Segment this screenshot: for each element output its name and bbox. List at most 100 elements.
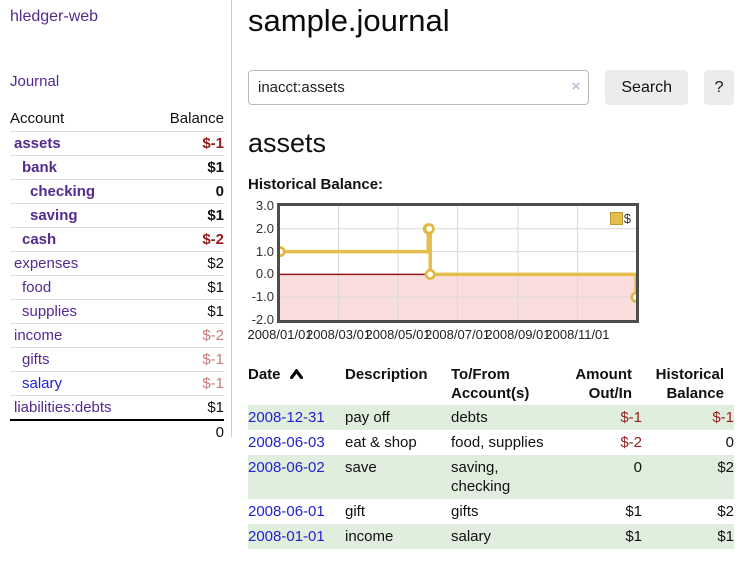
chart-plot-area: $ [277,203,639,323]
transaction-amount: $-1 [620,409,642,426]
page-title: sample.journal [248,3,450,38]
account-row: expenses $2 [10,251,224,276]
transaction-balance: 0 [725,434,734,451]
transaction-balance: $2 [717,503,734,520]
account-row: liabilities:debts $1 [10,395,224,421]
account-link[interactable]: expenses [14,255,79,272]
journal-nav-link[interactable]: Journal [10,73,60,90]
transaction-description: income [345,528,394,545]
register-row: 2008-01-01 income salary $1 $1 [248,524,734,549]
account-link[interactable]: liabilities:debts [14,399,112,416]
transaction-description: pay off [345,409,390,426]
transaction-date-link[interactable]: 2008-06-03 [248,434,325,451]
account-row: assets $-1 [10,131,224,156]
account-row: gifts $-1 [10,347,224,372]
search-input[interactable] [248,70,590,105]
accounts-header-balance: Balance [169,110,224,127]
transaction-date-link[interactable]: 2008-01-01 [248,528,325,545]
account-row: saving $1 [10,203,224,228]
transaction-accounts: food, supplies [451,434,544,451]
account-balance: $2 [207,255,224,272]
transaction-date-link[interactable]: 2008-06-01 [248,503,325,520]
register-row: 2008-06-03 eat & shop food, supplies $-2 0 [248,430,734,455]
account-balance: $1 [207,303,224,320]
account-link[interactable]: bank [22,159,58,176]
register-row: 2008-12-31 pay off debts $-1 $-1 [248,405,734,430]
register-header-row: Date Description To/From Account(s) Amount O… [248,363,734,405]
account-row: bank $1 [10,155,224,180]
accounts-total-row: 0 [10,420,224,444]
account-balance: $1 [207,207,224,224]
account-heading: assets [248,128,327,158]
account-balance: $1 [207,399,224,416]
account-row: salary $-1 [10,371,224,396]
register-column-header: To/From Account(s) [451,366,530,402]
x-axis-tick-label: 2008/07/01 [424,327,491,342]
account-balance: 0 [215,183,224,200]
accounts-header-account: Account [10,110,65,127]
historical-balance-chart: 3.0 2.0 1.0 0.0 -1.0 -2.0 $ 2008/01/01 2008/03… [247,198,734,344]
search-button[interactable]: Search [605,70,689,105]
transaction-accounts: debts [451,409,488,426]
chart-legend: $ [609,211,631,226]
transaction-date-link[interactable]: 2008-06-02 [248,459,325,476]
transaction-description: eat & shop [345,434,417,451]
account-row: food $1 [10,275,224,300]
transaction-amount: $1 [625,528,642,545]
y-axis-tick-label: 0.0 [255,266,274,282]
transaction-accounts: saving, checking [451,459,511,495]
account-balance: $-2 [202,327,224,344]
clear-search-icon[interactable]: × [571,78,581,95]
transaction-balance: $1 [717,528,734,545]
account-link[interactable]: supplies [22,303,78,320]
account-row: cash $-2 [10,227,224,252]
x-axis-tick-label: 2008/03/01 [305,327,372,342]
account-balance: $-1 [202,375,224,392]
y-axis-tick-label: -1.0 [251,289,274,305]
legend-label: $ [623,211,631,226]
register-column-header: Amount Out/In [575,366,632,402]
account-balance: $-2 [202,231,224,248]
account-balance: $-1 [202,135,224,152]
legend-swatch-icon [609,212,623,225]
register-row: 2008-06-02 save saving, checking 0 $2 [248,455,734,499]
register-column-header: Description [345,366,428,383]
register-table: Date Description To/From Account(s) Amount O… [248,363,734,549]
chart-canvas [280,206,636,320]
account-link[interactable]: cash [22,231,57,248]
transaction-amount: $1 [625,503,642,520]
chart-x-axis-labels: 2008/01/01 2008/03/01 2008/05/01 2008/07/01… [247,327,639,344]
transaction-amount: $-2 [620,434,642,451]
account-row: checking 0 [10,179,224,204]
transaction-balance: $2 [717,459,734,476]
accounts-table: Account Balance assets $-1 bank $1 checking 0… [10,107,224,444]
transaction-accounts: salary [451,528,492,545]
account-row: income $-2 [10,323,224,348]
y-axis-tick-label: 1.0 [255,243,274,259]
account-link[interactable]: food [22,279,52,296]
transaction-description: save [345,459,377,476]
main-content: sample.journal × Search ? assets Histori… [247,0,734,549]
transaction-balance: $-1 [712,409,734,426]
register-column-header[interactable]: Date [248,363,345,405]
register-row: 2008-06-01 gift gifts $1 $2 [248,499,734,524]
account-link[interactable]: assets [14,135,61,152]
help-button[interactable]: ? [704,70,734,105]
transaction-description: gift [345,503,366,520]
account-balance: $1 [207,279,224,296]
x-axis-tick-label: 2008/09/01 [485,327,551,342]
y-axis-tick-label: 3.0 [255,198,274,213]
account-link[interactable]: checking [30,183,96,200]
transaction-date-link[interactable]: 2008-12-31 [248,409,325,426]
transaction-accounts: gifts [451,503,479,520]
sort-ascending-icon [289,368,303,380]
account-link[interactable]: saving [30,207,78,224]
transaction-amount: 0 [633,459,642,476]
account-link[interactable]: salary [22,375,63,392]
account-link[interactable]: income [14,327,63,344]
sidebar: hledger-web Journal Account Balance asse… [0,0,232,441]
app-title-link[interactable]: hledger-web [10,8,99,25]
account-link[interactable]: gifts [22,351,50,368]
accounts-total-value: 0 [215,424,224,441]
account-row: supplies $1 [10,299,224,324]
